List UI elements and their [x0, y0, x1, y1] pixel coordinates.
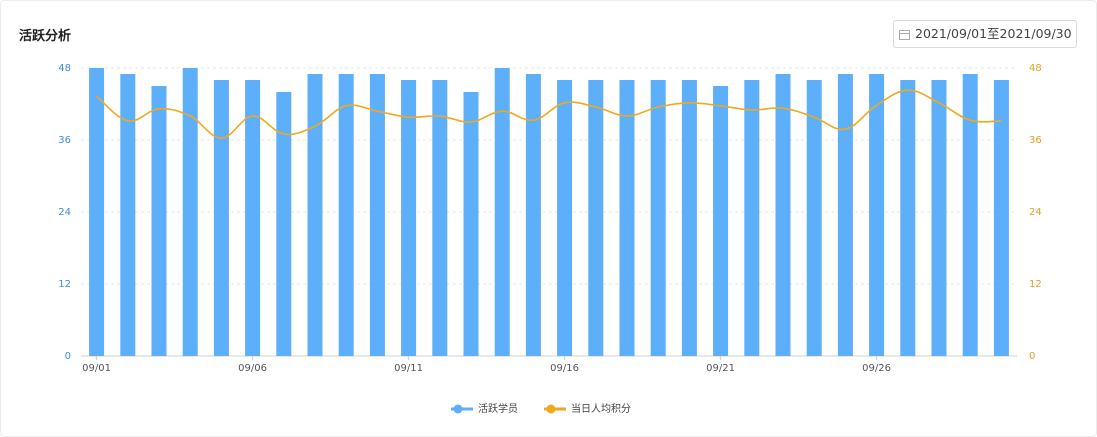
bar [338, 74, 354, 356]
y2-tick-label: 0 [1029, 351, 1035, 362]
bar [120, 74, 136, 356]
bar [744, 80, 760, 356]
y2-tick-label: 48 [1029, 63, 1042, 74]
bar [869, 74, 885, 356]
bar [993, 80, 1009, 356]
bar [525, 74, 541, 356]
x-tick-label: 09/21 [706, 363, 735, 374]
legend-label: 活跃学员 [478, 402, 518, 415]
y-tick-label: 48 [58, 63, 71, 74]
calendar-icon [899, 30, 910, 40]
bar [213, 80, 229, 356]
x-tick-label: 09/11 [394, 363, 423, 374]
bar [369, 74, 385, 356]
bar [619, 80, 635, 356]
legend-dot [453, 404, 463, 414]
bar [245, 80, 261, 356]
x-tick-label: 09/06 [238, 363, 267, 374]
bar [151, 86, 167, 356]
bar [931, 80, 947, 356]
date-range-text: 2021/09/01至2021/09/30 [915, 26, 1072, 41]
y-tick-label: 12 [58, 279, 71, 290]
date-range-picker[interactable]: 2021/09/01至2021/09/30 [893, 20, 1077, 48]
line [96, 89, 1002, 140]
x-tick-label: 09/01 [82, 363, 111, 374]
bar [588, 80, 604, 356]
x-tick-label: 09/26 [862, 363, 891, 374]
x-tick-label: 09/16 [550, 363, 579, 374]
bar [962, 74, 978, 356]
bar [276, 92, 292, 356]
bar [89, 68, 105, 356]
bar [182, 68, 198, 356]
bar [713, 86, 729, 356]
y-tick-label: 36 [58, 135, 71, 146]
y2-tick-label: 36 [1029, 135, 1042, 146]
bar [432, 80, 448, 356]
bar [650, 80, 666, 356]
panel-title: 活跃分析 [19, 29, 72, 44]
y2-tick-label: 12 [1029, 279, 1042, 290]
y-tick-label: 24 [58, 207, 71, 218]
legend-dot [546, 404, 556, 414]
y2-tick-label: 24 [1029, 207, 1042, 218]
bar [307, 74, 323, 356]
legend-label: 当日人均积分 [571, 402, 631, 415]
bar [806, 80, 822, 356]
bar [681, 80, 697, 356]
bar [900, 80, 916, 356]
bar [837, 74, 853, 356]
bar [401, 80, 417, 356]
bar [557, 80, 573, 356]
bar [775, 74, 791, 356]
bar [463, 92, 479, 356]
bar [494, 68, 510, 356]
y-tick-label: 0 [65, 351, 71, 362]
